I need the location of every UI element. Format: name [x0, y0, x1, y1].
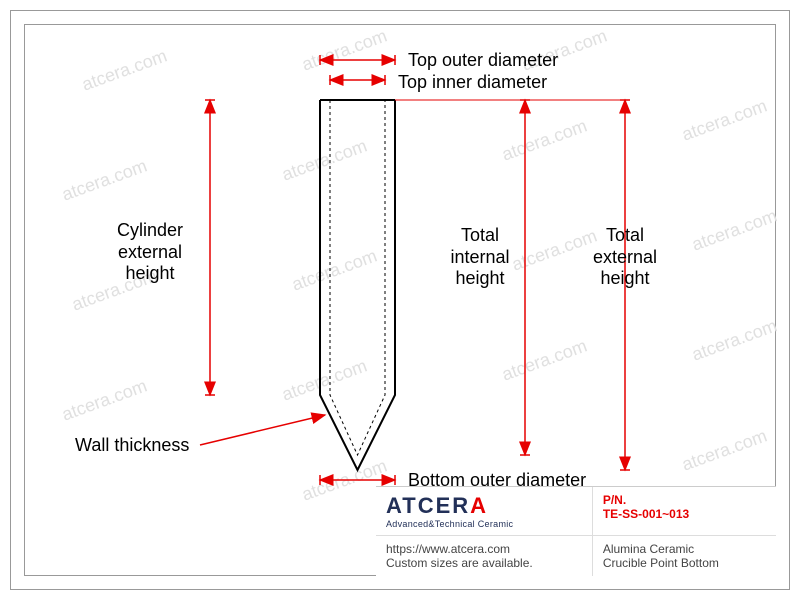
label-total-external-height: Total external height — [580, 225, 670, 290]
info-row-details: https://www.atcera.com Custom sizes are … — [376, 536, 776, 576]
desc-cell: Alumina Ceramic Crucible Point Bottom — [592, 536, 776, 576]
label-top-inner-diameter: Top inner diameter — [398, 72, 547, 94]
label-total-internal-height: Total internal height — [440, 225, 520, 290]
brand-logo: ATCERA — [386, 493, 582, 519]
pn-cell: P/N. TE-SS-001~013 — [592, 487, 776, 535]
label-cylinder-external-height: Cylinder external height — [100, 220, 200, 285]
pn-value: TE-SS-001~013 — [603, 507, 766, 521]
info-row-brand: ATCERA Advanced&Technical Ceramic P/N. T… — [376, 487, 776, 536]
url-text: https://www.atcera.com — [386, 542, 582, 556]
desc-line-1: Alumina Ceramic — [603, 542, 766, 556]
brand-cell: ATCERA Advanced&Technical Ceramic — [376, 487, 592, 535]
label-wall-thickness: Wall thickness — [75, 435, 189, 457]
pn-label: P/N. — [603, 493, 766, 507]
brand-text-main: ATCER — [386, 493, 470, 518]
label-top-outer-diameter: Top outer diameter — [408, 50, 558, 72]
desc-line-2: Crucible Point Bottom — [603, 556, 766, 570]
url-cell: https://www.atcera.com Custom sizes are … — [376, 536, 592, 576]
brand-subtitle: Advanced&Technical Ceramic — [386, 519, 582, 529]
brand-text-accent: A — [470, 493, 488, 518]
custom-text: Custom sizes are available. — [386, 556, 582, 570]
info-box: ATCERA Advanced&Technical Ceramic P/N. T… — [376, 486, 776, 576]
